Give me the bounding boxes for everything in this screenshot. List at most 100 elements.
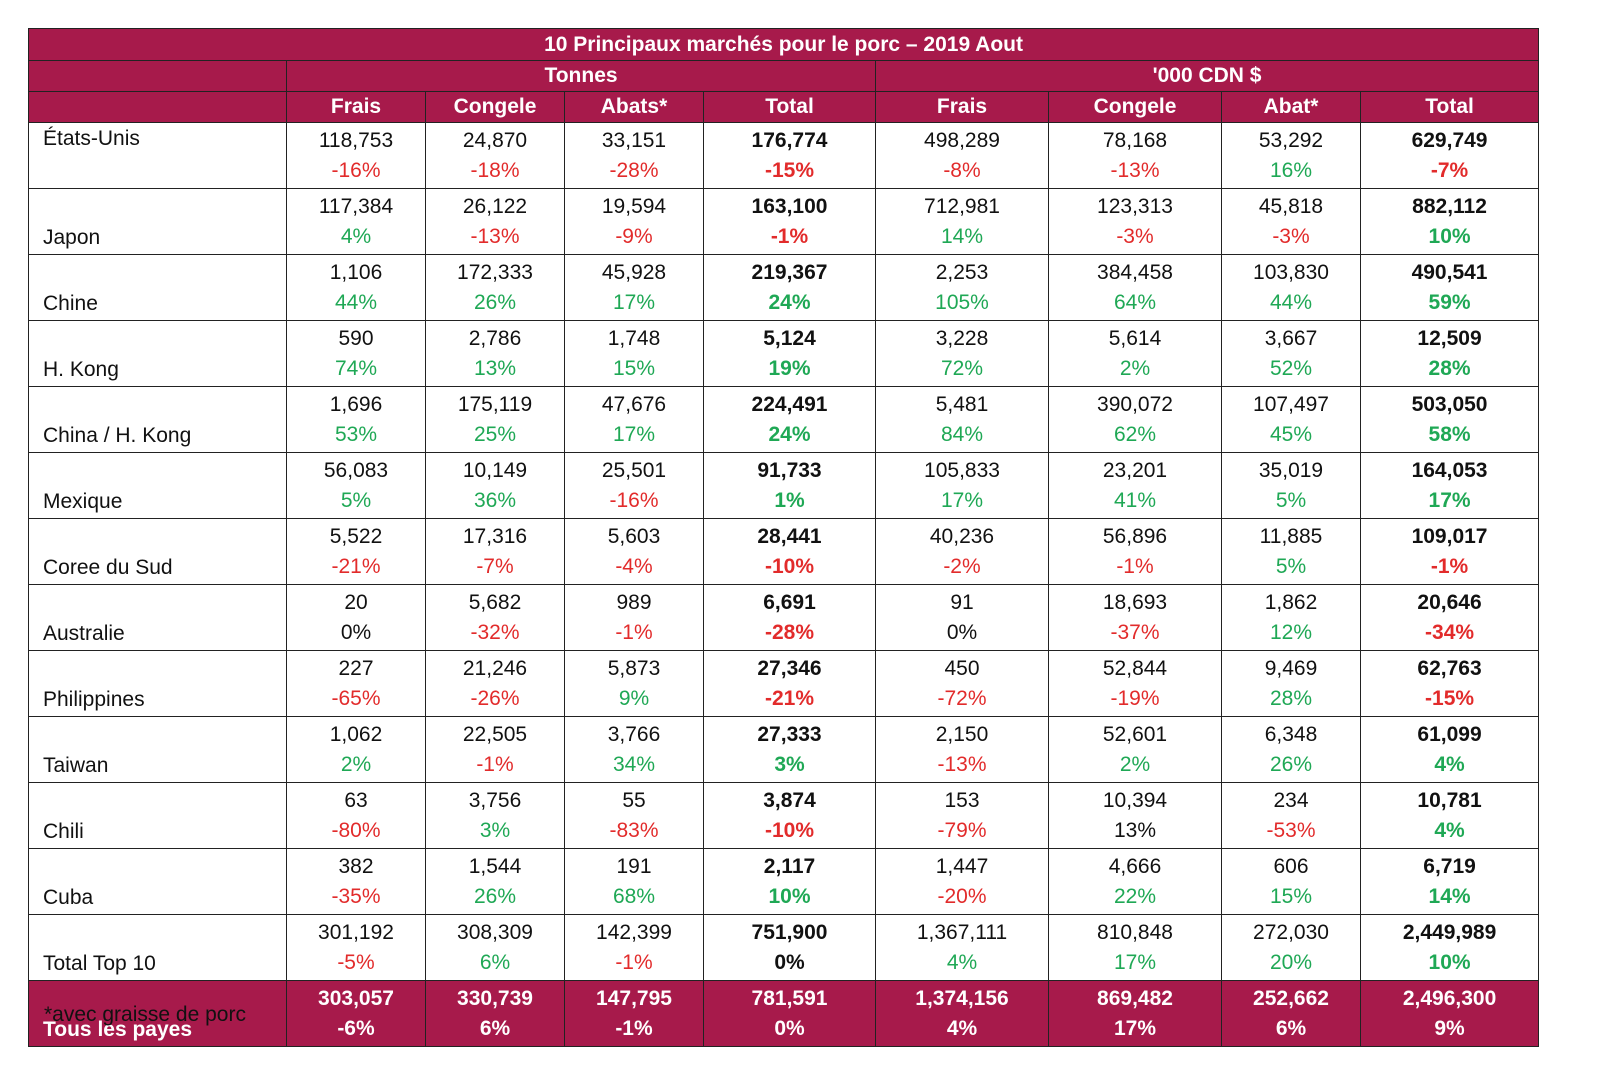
cell-percent-change: 105% (935, 290, 989, 314)
cell-percent-change: 24% (768, 422, 811, 446)
cell-percent-change: 68% (612, 884, 656, 908)
cell-percent-change: -3% (1116, 224, 1154, 248)
cell-value: 21,246 (462, 656, 528, 680)
data-cell: 227 -65% (286, 650, 426, 717)
data-cell: 118,753 -16% (286, 122, 426, 189)
cell-value: 26,122 (462, 194, 528, 218)
cell-value: 219,367 (751, 260, 828, 284)
cell-percent-change: -80% (331, 818, 381, 842)
cell-value: 117,384 (318, 194, 394, 218)
cell-value: 172,333 (457, 260, 533, 284)
cell-value: 91 (950, 590, 974, 614)
data-cell: 12,509 28% (1359, 320, 1540, 387)
data-cell: 56,083 5% (286, 452, 426, 519)
cell-value: 1,447 (935, 854, 989, 878)
data-cell: 91,733 1% (703, 452, 876, 519)
cell-value: 1,696 (329, 392, 383, 416)
data-cell: 26,122 -13% (425, 188, 565, 255)
data-cell: 6,719 14% (1359, 848, 1540, 915)
cell-percent-change: 15% (612, 356, 656, 380)
cell-percent-change: -37% (1110, 620, 1160, 644)
cell-percent-change: 26% (473, 290, 517, 314)
data-cell: 252,662 6% (1221, 980, 1361, 1047)
cell-percent-change: 25% (473, 422, 517, 446)
cell-percent-change: 4% (946, 1016, 978, 1040)
cell-percent-change: 4% (1434, 752, 1465, 776)
cell-value: 107,497 (1253, 392, 1329, 416)
cell-percent-change: 17% (1428, 488, 1471, 512)
cell-percent-change: -72% (937, 686, 987, 710)
cell-value: 869,482 (1097, 986, 1173, 1010)
column-header: Abats* (564, 91, 704, 123)
cell-percent-change: 26% (473, 884, 517, 908)
cell-percent-change: -10% (764, 818, 815, 842)
cell-percent-change: -65% (331, 686, 381, 710)
table-row: H. Kong 590 74% 2,786 13% 1,748 15% 5,124 19% 3,2… (28, 320, 1540, 387)
cell-percent-change: 3% (479, 818, 511, 842)
cell-percent-change: 45% (1269, 422, 1313, 446)
cell-percent-change: -7% (1430, 158, 1469, 182)
cell-value: 2,496,300 (1402, 986, 1497, 1010)
table-row: China / H. Kong 1,696 53% 175,119 25% 47,676 1… (28, 386, 1540, 453)
cell-value: 78,168 (1102, 128, 1168, 152)
data-cell: 33,151 -28% (564, 122, 704, 189)
cell-percent-change: 17% (1113, 1016, 1157, 1040)
data-cell: 24,870 -18% (425, 122, 565, 189)
cell-percent-change: -5% (337, 950, 375, 974)
data-cell: 176,774 -15% (703, 122, 876, 189)
cell-percent-change: 6% (1275, 1016, 1307, 1040)
data-cell: 55 -83% (564, 782, 704, 849)
pork-markets-table: 10 Principaux marchés pour le porc – 201… (27, 28, 1540, 1047)
cell-value: 27,333 (757, 722, 822, 746)
cell-value: 2,253 (935, 260, 989, 284)
cell-percent-change: -6% (337, 1016, 375, 1040)
data-cell: 5,682 -32% (425, 584, 565, 651)
data-cell: 6,691 -28% (703, 584, 876, 651)
data-cell: 62,763 -15% (1359, 650, 1540, 717)
cell-percent-change: 2% (1119, 356, 1151, 380)
table-row: Taiwan 1,062 2% 22,505 -1% 3,766 34% 27,333 3% 2,… (28, 716, 1540, 783)
cell-value: 55 (622, 788, 646, 812)
cell-value: 272,030 (1253, 920, 1329, 944)
cell-value: 52,844 (1102, 656, 1168, 680)
cell-percent-change: 4% (1434, 818, 1465, 842)
cell-value: 227 (338, 656, 374, 680)
cell-value: 20 (344, 590, 368, 614)
cell-value: 252,662 (1253, 986, 1329, 1010)
cell-percent-change: 28% (1269, 686, 1313, 710)
cell-value: 10,781 (1417, 788, 1482, 812)
data-cell: 25,501 -16% (564, 452, 704, 519)
data-cell: 153 -79% (875, 782, 1049, 849)
data-cell: 590 74% (286, 320, 426, 387)
cell-percent-change: -32% (470, 620, 520, 644)
cell-percent-change: 36% (473, 488, 517, 512)
cell-percent-change: 4% (946, 950, 978, 974)
cell-percent-change: 28% (1428, 356, 1471, 380)
data-cell: 27,346 -21% (703, 650, 876, 717)
cell-value: 390,072 (1097, 392, 1173, 416)
cell-value: 63 (344, 788, 368, 812)
data-cell: 1,544 26% (425, 848, 565, 915)
cell-percent-change: 74% (334, 356, 378, 380)
cell-value: 629,749 (1411, 128, 1488, 152)
market-table-container: 10 Principaux marchés pour le porc – 201… (27, 28, 1540, 1047)
table-row: Cuba 382 -35% 1,544 26% 191 68% 2,117 10% 1,447 -2… (28, 848, 1540, 915)
row-label: Cuba (28, 848, 287, 915)
data-cell: 45,818 -3% (1221, 188, 1361, 255)
cell-value: 1,374,156 (915, 986, 1009, 1010)
data-cell: 712,981 14% (875, 188, 1049, 255)
cell-value: 5,124 (763, 326, 816, 350)
cell-value: 3,766 (607, 722, 661, 746)
table-row-all-countries: Tous les payes 303,057 -6% 330,739 6% 147,795… (28, 980, 1540, 1047)
cell-percent-change: 12% (1269, 620, 1313, 644)
cell-value: 103,830 (1253, 260, 1329, 284)
data-cell: 3,667 52% (1221, 320, 1361, 387)
cell-value: 5,481 (935, 392, 989, 416)
data-cell: 629,749 -7% (1359, 122, 1540, 189)
cell-value: 142,399 (596, 920, 672, 944)
cell-value: 1,544 (468, 854, 522, 878)
row-label: Chine (28, 254, 287, 321)
table-body: États-Unis 118,753 -16% 24,870 -18% 33,151 -28… (28, 122, 1540, 1047)
table-row: Australie 20 0% 5,682 -32% 989 -1% 6,691 -28% 91 0… (28, 584, 1540, 651)
cell-percent-change: -1% (615, 1016, 653, 1040)
